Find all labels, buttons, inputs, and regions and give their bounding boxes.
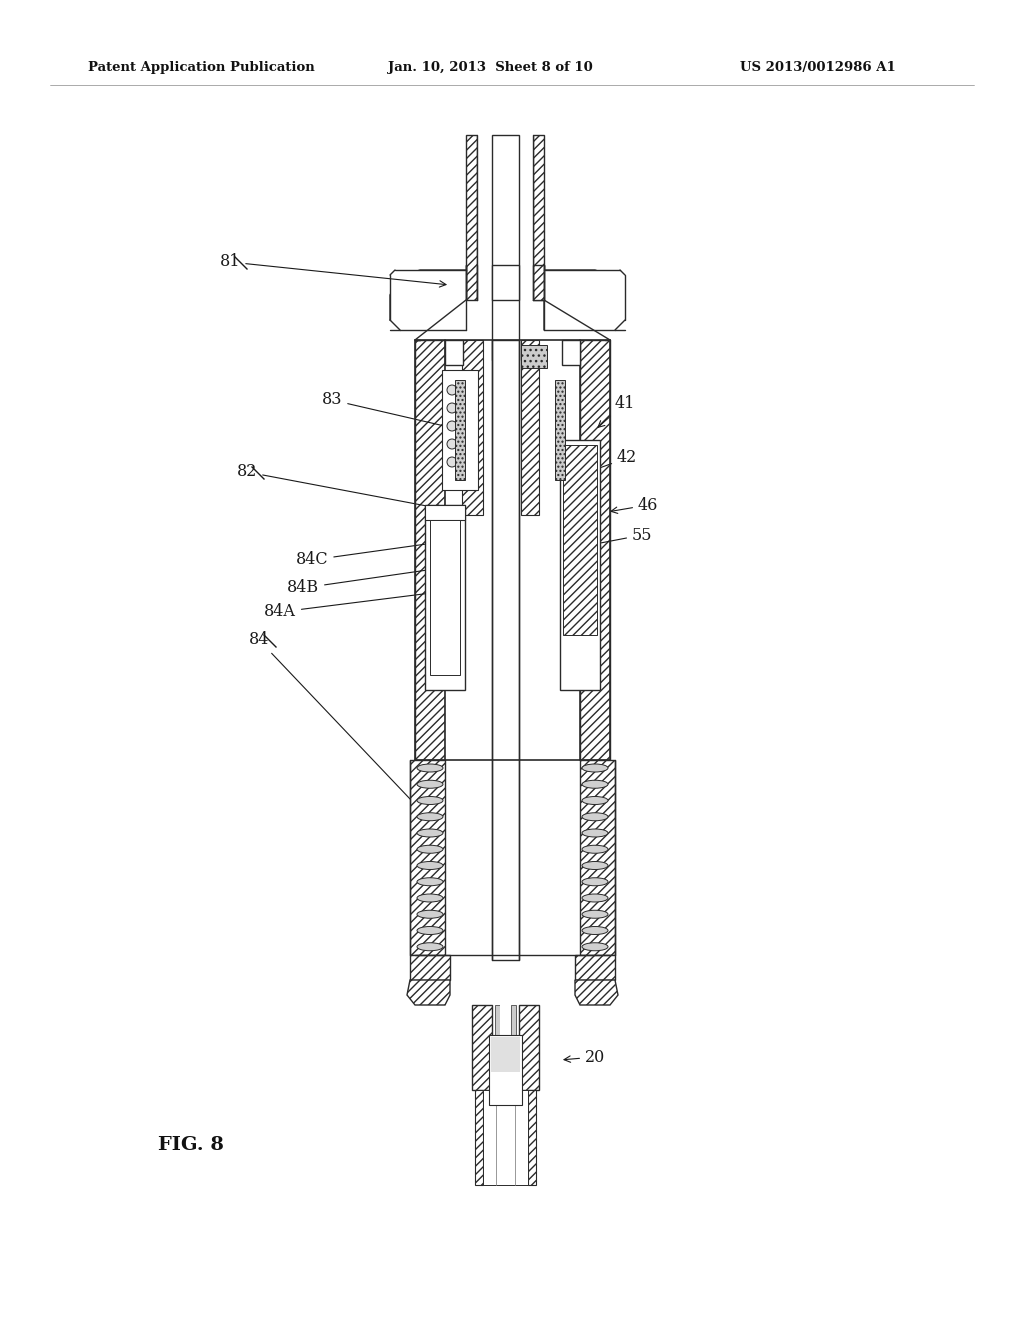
Ellipse shape [582,796,608,804]
Polygon shape [495,1005,500,1090]
Polygon shape [544,271,625,330]
Ellipse shape [582,894,608,902]
Ellipse shape [417,796,443,804]
Text: 82: 82 [237,463,444,511]
Ellipse shape [417,894,443,902]
Polygon shape [472,1005,492,1090]
Ellipse shape [582,862,608,870]
Polygon shape [575,979,618,1005]
Polygon shape [462,341,483,515]
Ellipse shape [582,829,608,837]
Polygon shape [490,1038,520,1072]
Text: 84A: 84A [264,589,451,620]
Polygon shape [563,445,597,635]
Text: 46: 46 [611,496,658,513]
Polygon shape [425,506,465,690]
Ellipse shape [582,911,608,919]
Polygon shape [390,271,466,330]
Polygon shape [407,979,450,1005]
Ellipse shape [417,878,443,886]
Polygon shape [390,271,466,330]
Polygon shape [555,380,565,480]
Polygon shape [425,506,465,520]
Polygon shape [477,135,534,300]
Polygon shape [511,1005,516,1090]
Text: FIG. 8: FIG. 8 [158,1137,224,1154]
Text: 41: 41 [598,395,635,428]
Text: 42: 42 [584,450,637,474]
Polygon shape [580,760,615,954]
Circle shape [447,457,457,467]
Polygon shape [580,341,610,760]
Text: US 2013/0012986 A1: US 2013/0012986 A1 [740,62,896,74]
Text: 83: 83 [322,392,501,441]
Text: 55: 55 [594,527,652,546]
Circle shape [447,403,457,413]
Polygon shape [492,265,519,300]
Polygon shape [500,1005,511,1090]
Ellipse shape [417,911,443,919]
Polygon shape [560,440,600,690]
Polygon shape [445,341,580,760]
Circle shape [447,440,457,449]
Polygon shape [415,341,445,760]
Polygon shape [562,341,580,366]
Ellipse shape [582,878,608,886]
Ellipse shape [417,927,443,935]
Ellipse shape [417,942,443,950]
Polygon shape [521,341,539,515]
Polygon shape [466,135,477,300]
Ellipse shape [417,813,443,821]
Polygon shape [430,520,460,675]
Polygon shape [410,760,445,954]
Ellipse shape [417,845,443,853]
Ellipse shape [417,862,443,870]
Polygon shape [521,345,547,368]
Ellipse shape [417,780,443,788]
Polygon shape [544,271,625,330]
Polygon shape [575,954,615,979]
Text: 84C: 84C [296,539,451,569]
Text: 20: 20 [564,1048,605,1065]
Polygon shape [410,954,450,979]
Ellipse shape [582,927,608,935]
Ellipse shape [582,845,608,853]
Circle shape [447,421,457,432]
Polygon shape [455,380,465,480]
Polygon shape [492,341,519,960]
Polygon shape [492,135,519,360]
Ellipse shape [582,764,608,772]
Text: 84: 84 [249,631,427,817]
Text: 81: 81 [220,253,446,286]
Polygon shape [534,265,544,300]
Ellipse shape [417,829,443,837]
Polygon shape [519,1005,539,1090]
Polygon shape [534,135,544,300]
Polygon shape [489,1035,522,1105]
Text: Patent Application Publication: Patent Application Publication [88,62,314,74]
Text: Jan. 10, 2013  Sheet 8 of 10: Jan. 10, 2013 Sheet 8 of 10 [388,62,593,74]
Polygon shape [528,1090,536,1185]
Text: 84B: 84B [287,564,458,597]
Circle shape [447,385,457,395]
Polygon shape [483,1090,528,1185]
Polygon shape [442,370,478,490]
Polygon shape [477,265,534,300]
Polygon shape [445,341,463,366]
Ellipse shape [582,780,608,788]
Ellipse shape [417,764,443,772]
Ellipse shape [582,813,608,821]
Ellipse shape [582,942,608,950]
Polygon shape [475,1090,483,1185]
